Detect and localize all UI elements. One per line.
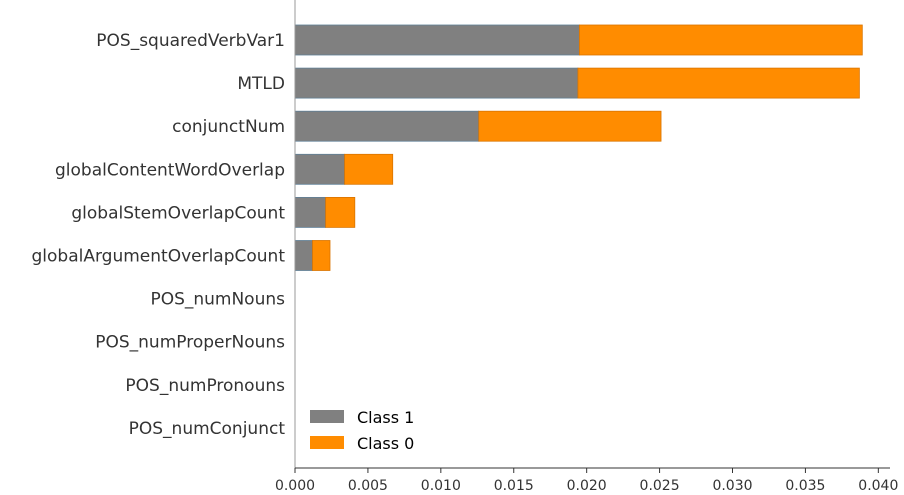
bar-class-1-2	[294, 110, 480, 142]
x-tick-label: 0.035	[785, 478, 825, 494]
category-label: globalArgumentOverlapCount	[32, 247, 286, 267]
category-label: conjunctNum	[172, 117, 285, 137]
category-label: POS_numProperNouns	[95, 333, 285, 353]
category-label: POS_numConjunct	[129, 419, 286, 439]
category-label: POS_numNouns	[150, 290, 285, 310]
legend-label-class-0: Class 0	[357, 434, 414, 453]
x-tick-label: 0.040	[858, 478, 898, 494]
x-tick-label: 0.000	[275, 478, 315, 494]
category-label: POS_numPronouns	[125, 376, 285, 396]
x-tick-label: 0.030	[712, 478, 752, 494]
x-tick-label: 0.015	[494, 478, 534, 494]
x-tick-label: 0.010	[421, 478, 461, 494]
legend-swatch-class-0	[310, 436, 344, 449]
bar-class-1-1	[294, 67, 579, 99]
category-label: globalContentWordOverlap	[55, 160, 285, 180]
x-tick-label: 0.025	[640, 478, 680, 494]
category-label: globalStemOverlapCount	[71, 203, 285, 223]
bar-class-0-0	[578, 24, 863, 56]
bar-class-0-1	[577, 67, 860, 99]
bar-class-1-5	[294, 240, 313, 271]
x-tick-label: 0.005	[348, 478, 388, 494]
bar-class-0-4	[325, 196, 356, 228]
bar-class-1-3	[294, 153, 345, 185]
bar-class-0-3	[344, 153, 394, 185]
x-tick-label: 0.020	[567, 478, 607, 494]
bar-class-0-2	[478, 110, 662, 142]
category-label: POS_squaredVerbVar1	[96, 31, 285, 51]
bar-class-1-4	[294, 196, 327, 228]
legend-swatch-class-1	[310, 410, 344, 423]
bar-class-0-5	[312, 240, 331, 271]
category-label: MTLD	[237, 74, 285, 94]
legend-label-class-1: Class 1	[357, 408, 414, 427]
bar-class-1-0	[294, 24, 580, 56]
